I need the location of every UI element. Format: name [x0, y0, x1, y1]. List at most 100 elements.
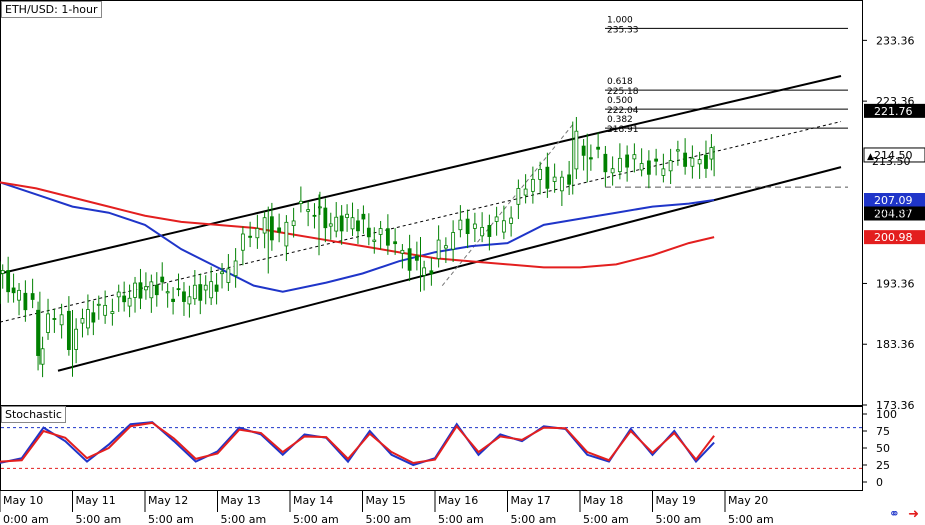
candle-body — [284, 221, 289, 247]
candle-body — [149, 281, 154, 299]
x-tick-label: May 10 — [3, 494, 43, 507]
candle-body — [165, 291, 170, 294]
x-subtick-label: 5:00 am — [148, 513, 194, 525]
candle-body — [6, 270, 11, 293]
y-tick-label: 173.36 — [876, 399, 915, 412]
candle-body — [617, 157, 622, 173]
fib-price-label: 218.91 — [607, 125, 639, 135]
x-tick-label: May 16 — [438, 494, 478, 507]
slow-ma-badge — [864, 230, 925, 245]
candle-body — [298, 200, 303, 205]
axis-value-label: 205.36 — [872, 205, 911, 218]
time-axis: May 10 0:00 am May 11 5:00 am May 12 5:00 am M… — [0, 490, 774, 525]
fib-ratio-label: 0.382 — [607, 115, 633, 125]
candle-body — [509, 217, 514, 224]
price-panel: 233.36223.36193.36183.36173.361.000235.3… — [0, 0, 925, 412]
osc-y-tick-label: 75 — [876, 425, 890, 438]
candle-body — [458, 219, 463, 231]
x-tick-label: May 13 — [221, 494, 261, 507]
fib-ratio-label: 0.618 — [607, 77, 633, 87]
candle-body — [52, 318, 57, 320]
candle-body — [472, 223, 477, 229]
current-price-marker: ▲ — [867, 152, 874, 162]
candle-body — [255, 228, 260, 239]
y-tick-label: 193.36 — [876, 277, 915, 290]
candle-body — [30, 293, 35, 300]
slow-moving-average-line — [0, 181, 715, 269]
candle-body — [318, 206, 322, 209]
candle-body — [668, 160, 673, 172]
candle-body — [133, 282, 137, 298]
candle-body — [144, 286, 148, 291]
x-tick-label: May 15 — [366, 494, 406, 507]
candle-body — [683, 152, 688, 167]
link-icon[interactable]: ⚭ — [889, 507, 900, 522]
candle-body — [697, 159, 702, 165]
candle-body — [646, 160, 651, 175]
x-tick-label: May 11 — [76, 494, 116, 507]
candle-body — [103, 304, 108, 316]
oscillator-title: Stochastic — [1, 406, 66, 423]
footer-icons: ⚭ ➜ — [885, 507, 919, 522]
osc-y-tick-label: 50 — [876, 442, 890, 455]
candle-body — [501, 220, 506, 233]
candle-body — [220, 271, 224, 275]
candle-body — [226, 268, 231, 283]
candle-body — [393, 241, 398, 245]
candle-body — [192, 284, 197, 300]
x-tick-label: May 18 — [583, 494, 623, 507]
level-badge-label: 221.76 — [874, 105, 913, 118]
slow-ma-badge-label: 200.98 — [874, 231, 913, 244]
candle-body — [385, 228, 390, 246]
fib-price-label: 225.18 — [607, 87, 639, 97]
candle-body — [709, 147, 714, 160]
y-tick-label: 183.36 — [876, 338, 915, 351]
candle-body — [122, 295, 127, 303]
x-tick-label: May 19 — [656, 494, 696, 507]
candle-body — [116, 291, 121, 298]
x-subtick-label: 0:00 am — [3, 513, 49, 525]
candle-body — [160, 276, 165, 283]
candle-body — [59, 314, 64, 326]
level-badge — [864, 103, 925, 118]
candle-body — [494, 216, 499, 222]
candle-body — [334, 216, 339, 232]
candle-body — [530, 178, 535, 192]
candle-body — [86, 309, 90, 329]
candle-body — [74, 328, 79, 350]
level-badge-label: 204.87 — [874, 208, 913, 221]
chart-title: ETH/USD: 1-hour — [1, 1, 102, 18]
candle-body — [214, 284, 219, 292]
x-subtick-label: 5:00 am — [656, 513, 702, 525]
candle-body — [154, 284, 159, 296]
candle-body — [176, 288, 181, 291]
candle-body — [91, 312, 96, 323]
candle-body — [269, 216, 274, 241]
fib-price-label: 235.33 — [607, 25, 639, 35]
x-subtick-label: 5:00 am — [293, 513, 339, 525]
candle-body — [138, 282, 143, 299]
candle-body — [465, 218, 470, 235]
candle-body — [96, 303, 101, 306]
x-tick-label: May 17 — [511, 494, 551, 507]
x-subtick-label: 5:00 am — [366, 513, 412, 525]
candle-body — [704, 154, 708, 169]
axis-value-label: 213.50 — [872, 155, 911, 168]
candle-body — [366, 227, 371, 238]
candle-body — [429, 270, 434, 275]
candle-body — [632, 154, 637, 160]
candle-body — [378, 228, 383, 235]
candle-body — [0, 270, 5, 274]
candle-body — [567, 174, 572, 185]
x-tick-label: May 20 — [728, 494, 768, 507]
candle-body — [603, 153, 608, 173]
red-arrow-icon[interactable]: ➜ — [908, 507, 919, 522]
candle-body — [538, 168, 543, 180]
candle-body — [66, 310, 71, 350]
candle-body — [345, 213, 349, 218]
candle-body — [574, 130, 579, 170]
candle-body — [23, 292, 28, 311]
candle-body — [451, 232, 456, 250]
candle-body — [552, 176, 557, 182]
